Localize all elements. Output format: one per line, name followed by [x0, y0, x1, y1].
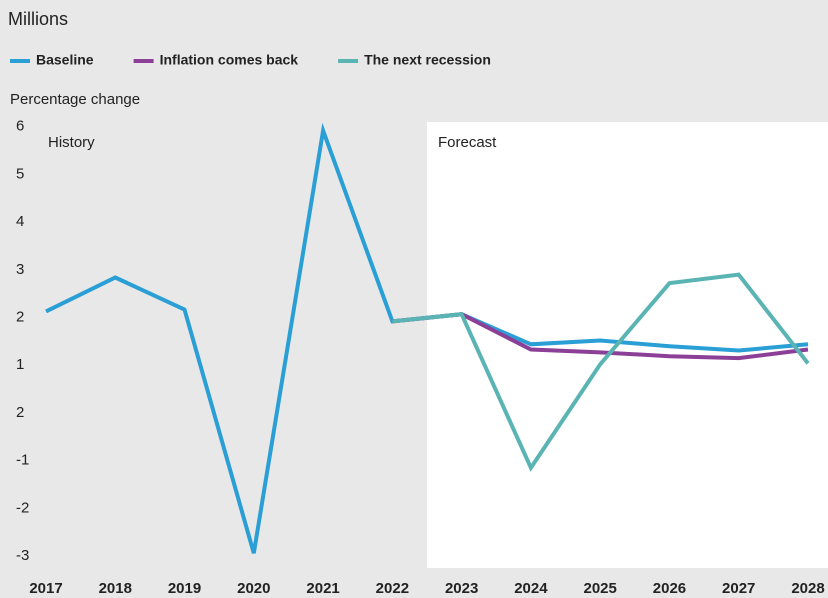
y-tick-label: -2: [16, 499, 29, 516]
y-tick-label: 2: [16, 309, 24, 326]
x-tick-label: 2023: [445, 580, 478, 597]
y-tick-label: -3: [16, 547, 29, 564]
x-tick-label: 2027: [722, 580, 755, 597]
annotation: History: [48, 134, 95, 151]
x-tick-label: 2020: [237, 580, 270, 597]
annotation: Forecast: [438, 134, 497, 151]
x-tick-label: 2024: [514, 580, 548, 597]
y-tick-label: -1: [16, 452, 29, 469]
chart-title: Millions: [8, 9, 68, 29]
legend: Baseline Inflation comes back The next rec…: [10, 52, 491, 68]
forecast-region: [427, 122, 828, 568]
legend-label: Inflation comes back: [160, 52, 299, 68]
x-tick-label: 2019: [168, 580, 201, 597]
y-axis-label: Percentage change: [10, 91, 140, 108]
x-tick-label: 2021: [306, 580, 339, 597]
series-line: [392, 272, 810, 472]
y-tick-label: 5: [16, 165, 24, 182]
y-tick-label: 1: [16, 356, 24, 373]
y-tick-label: 6: [16, 118, 24, 135]
legend-label: Baseline: [36, 52, 94, 68]
x-tick-label: 2022: [376, 580, 409, 597]
x-tick-label: 2028: [791, 580, 824, 597]
legend-label: The next recession: [364, 52, 491, 68]
y-tick-label: 3: [16, 261, 24, 278]
y-tick-label: 2: [16, 404, 24, 421]
x-tick-label: 2026: [653, 580, 686, 597]
x-tick-label: 2017: [29, 580, 62, 597]
x-tick-label: 2025: [583, 580, 616, 597]
x-tick-label: 2018: [99, 580, 132, 597]
y-tick-label: 4: [16, 213, 24, 230]
